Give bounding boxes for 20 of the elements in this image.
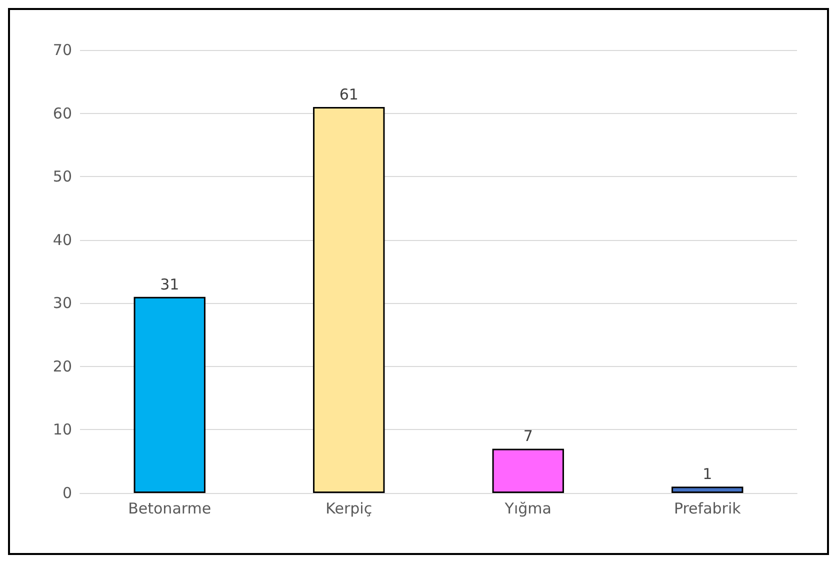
y-tick-label: 20 <box>52 357 72 376</box>
x-tick-label: Kerpiç <box>326 500 372 518</box>
bar <box>313 106 385 493</box>
bar <box>672 486 744 493</box>
data-label: 31 <box>160 275 180 294</box>
x-tick-label: Yığma <box>504 500 552 518</box>
data-label: 61 <box>339 85 358 104</box>
y-tick-label: 50 <box>52 168 72 186</box>
y-tick-label: 0 <box>62 484 72 502</box>
y-tick-label: 10 <box>52 420 72 439</box>
y-tick-label: 70 <box>52 41 72 59</box>
y-tick-label: 30 <box>52 294 72 312</box>
y-tick-label: 40 <box>52 230 72 249</box>
data-label: 1 <box>702 465 712 484</box>
data-label: 7 <box>523 427 533 446</box>
y-tick-label: 60 <box>52 104 72 122</box>
bar <box>134 296 206 493</box>
x-tick-label: Prefabrik <box>674 500 742 518</box>
bar <box>492 448 564 493</box>
x-tick-label: Betonarme <box>128 500 212 518</box>
